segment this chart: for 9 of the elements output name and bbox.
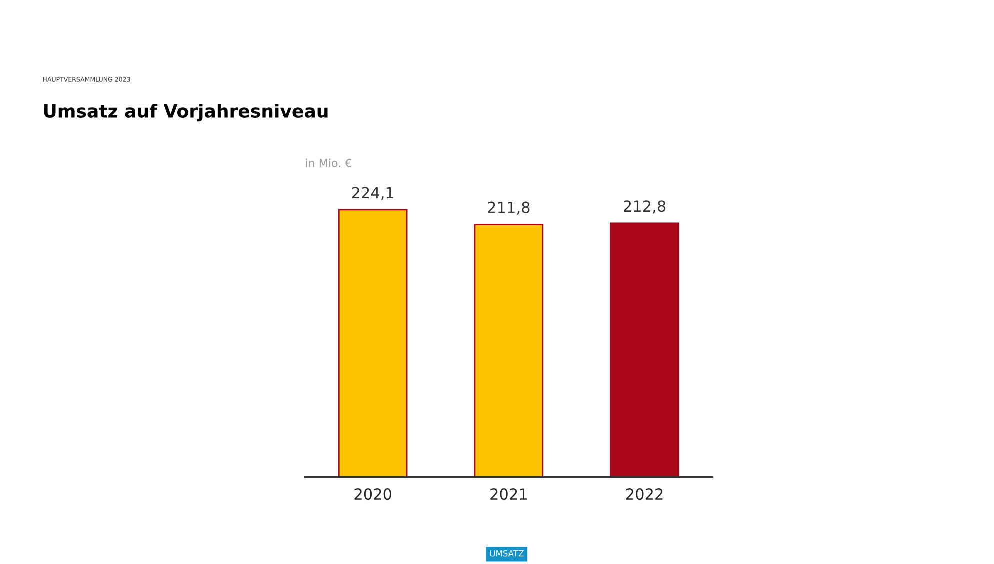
chart-title: Umsatz auf Vorjahresniveau	[44, 104, 328, 122]
data-label: 211,8	[488, 202, 530, 215]
x-tick-label: 2020	[354, 488, 392, 500]
y-axis-title: in Mio. €	[306, 158, 352, 168]
data-label: 212,8	[624, 200, 666, 214]
x-tick-label: 2021	[490, 488, 527, 500]
text: UMSATZ	[490, 550, 524, 557]
x-tick-label: 2022	[626, 488, 663, 500]
data-label: 224,1	[352, 187, 394, 200]
